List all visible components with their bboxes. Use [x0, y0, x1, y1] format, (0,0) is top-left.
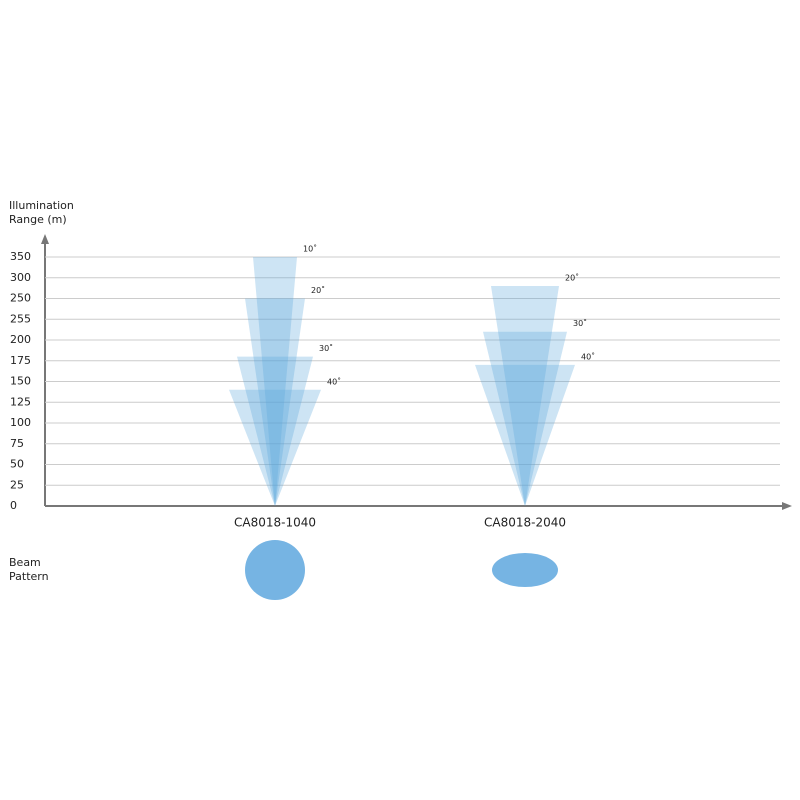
y-tick-label: 200 — [10, 333, 31, 346]
y-tick-label: 250 — [10, 292, 31, 305]
y-tick-label: 100 — [10, 416, 31, 429]
y-tick-label: 50 — [10, 458, 24, 471]
beam-pattern-circle — [245, 540, 305, 600]
y-tick-label: 25 — [10, 478, 24, 491]
beam — [491, 286, 559, 506]
y-tick-label: 300 — [10, 271, 31, 284]
y-tick-label: 175 — [10, 354, 31, 367]
y-tick-label: 75 — [10, 437, 24, 450]
beam-angle-label: 10˚ — [303, 244, 317, 254]
y-tick-label: 0 — [10, 499, 17, 512]
beam — [483, 331, 567, 506]
beam-pattern-ellipse — [492, 553, 558, 587]
y-tick-label: 125 — [10, 395, 31, 408]
beam-angle-label: 40˚ — [581, 351, 595, 361]
beam — [245, 298, 305, 506]
y-tick-label: 255 — [10, 312, 31, 325]
x-tick-label: CA8018-1040 — [234, 516, 316, 530]
y-tick-label: 350 — [10, 250, 31, 263]
beam-angle-label: 30˚ — [573, 318, 587, 328]
x-tick-label: CA8018-2040 — [484, 516, 566, 530]
x-arrow — [782, 502, 792, 510]
pattern-label: Beam Pattern — [9, 556, 49, 583]
beam — [475, 364, 575, 506]
beam-angle-label: 20˚ — [565, 273, 579, 283]
y-arrow — [41, 234, 49, 244]
beam-angle-label: 20˚ — [311, 285, 325, 295]
y-axis-label: Illumination Range (m) — [9, 199, 74, 226]
beam-angle-label: 30˚ — [319, 343, 333, 353]
beam — [237, 356, 313, 506]
y-tick-label: 150 — [10, 375, 31, 388]
beam-angle-label: 40˚ — [327, 376, 341, 386]
beam — [253, 257, 297, 506]
beam — [229, 389, 321, 506]
